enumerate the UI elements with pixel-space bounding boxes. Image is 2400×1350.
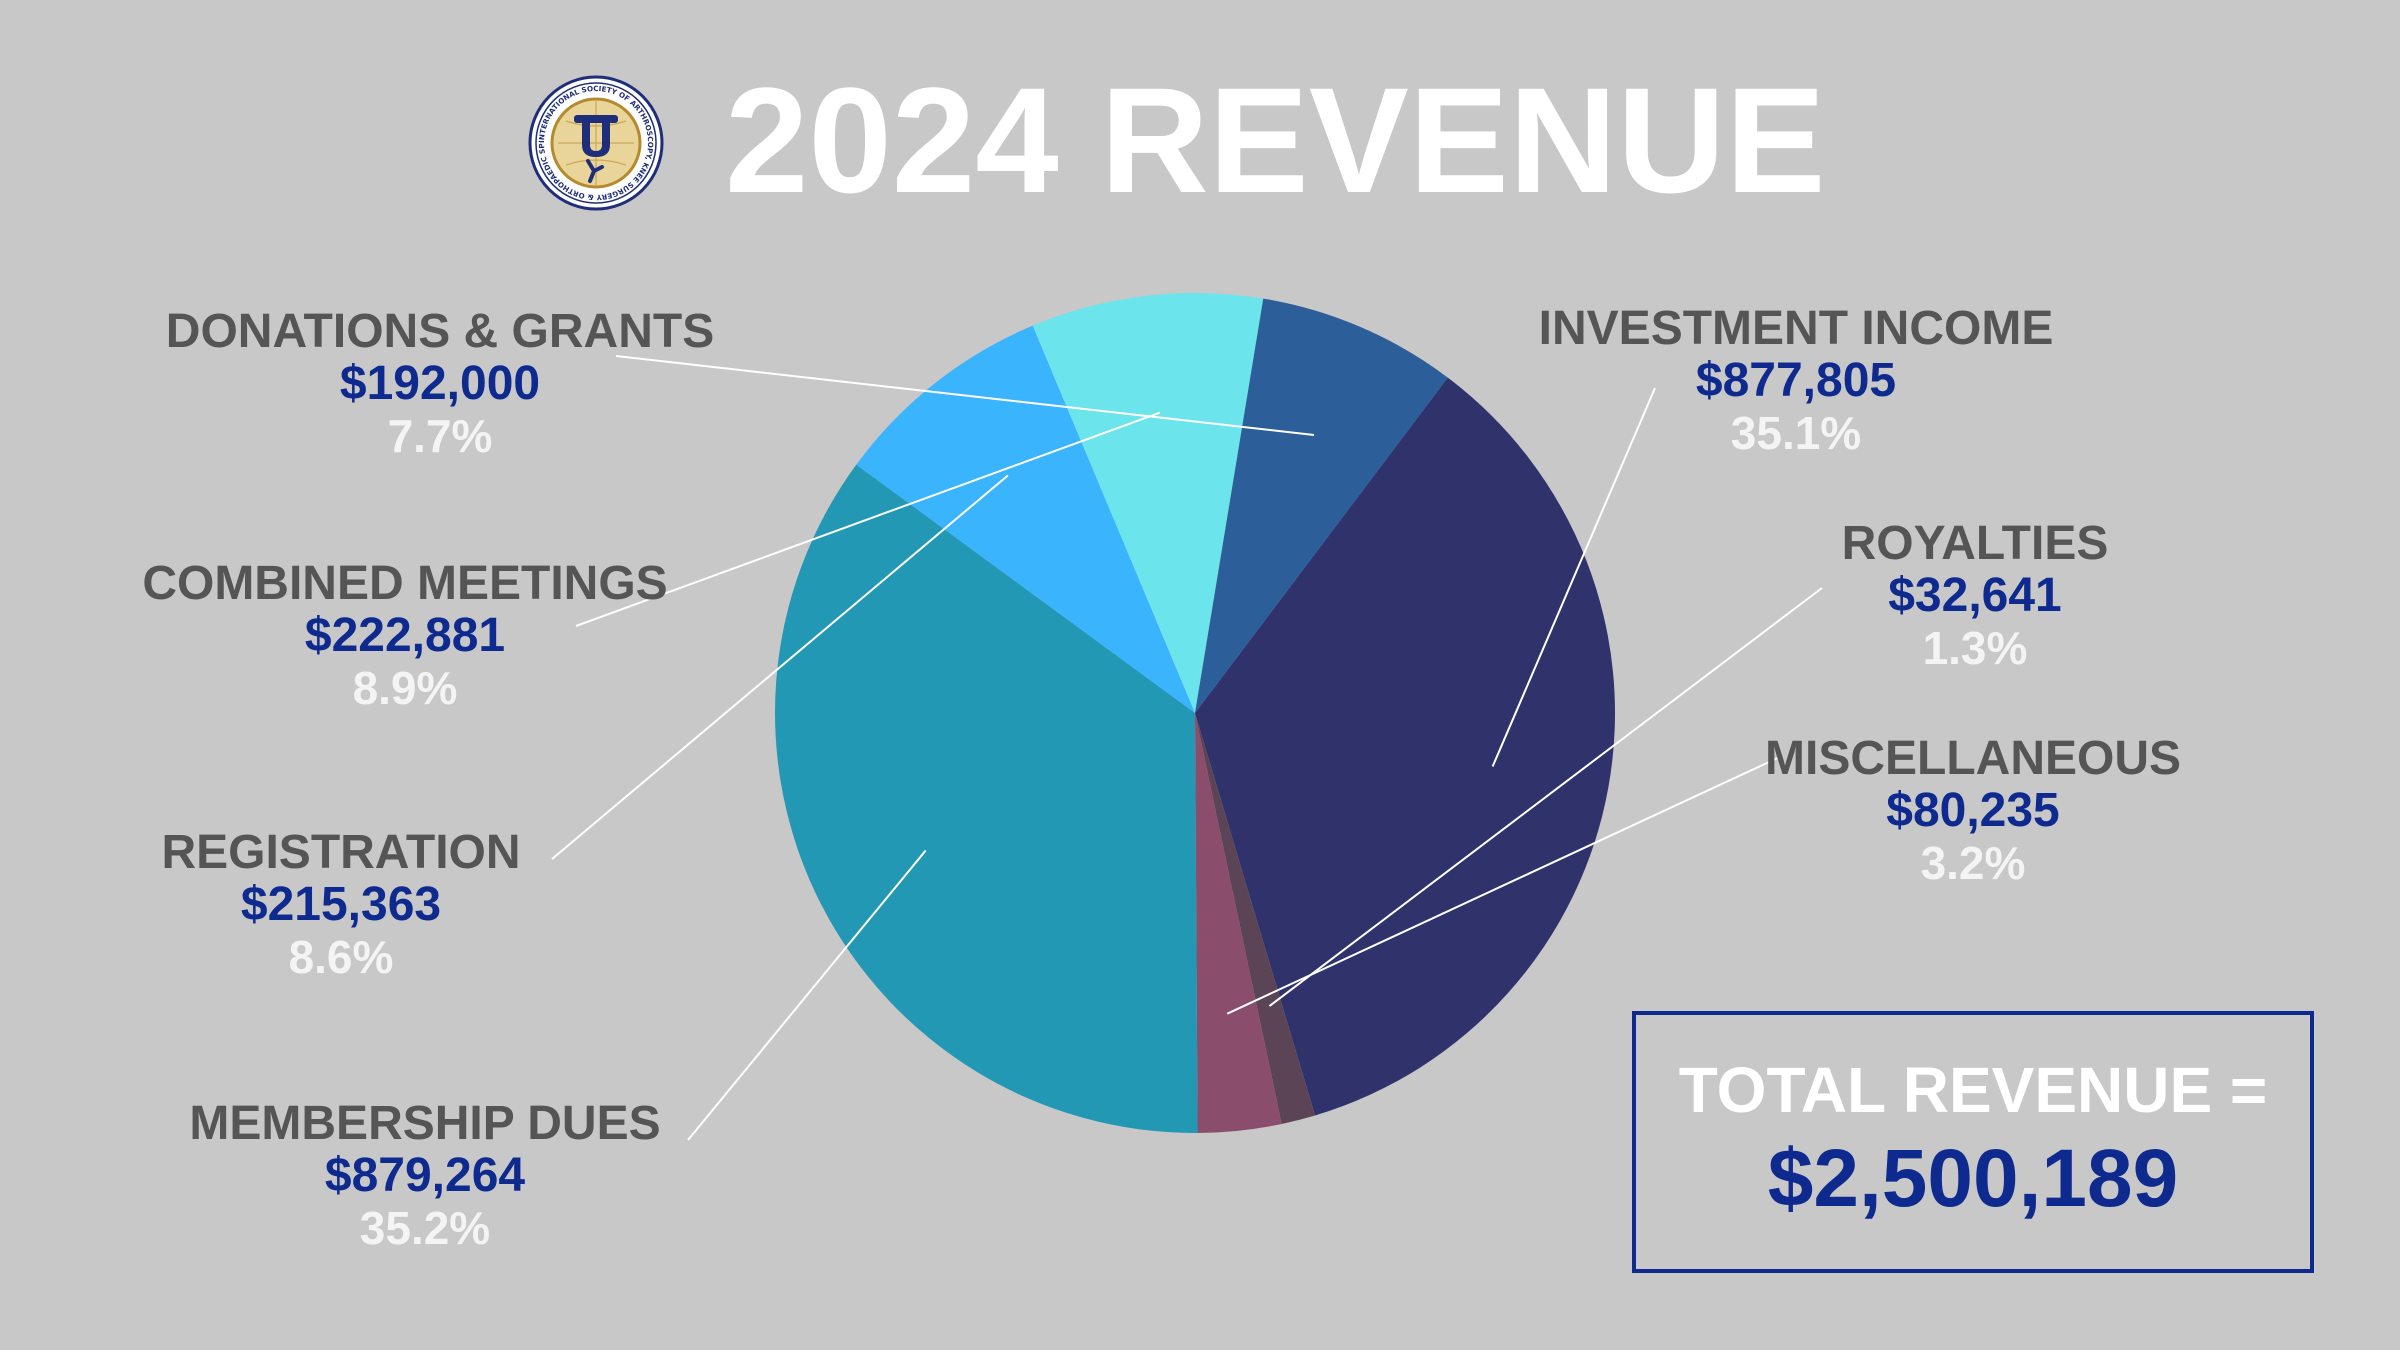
- slice-amount: $80,235: [1886, 784, 2060, 837]
- slice-name: ROYALTIES: [1841, 517, 2109, 570]
- slice-name: INVESTMENT INCOME: [1538, 302, 2054, 355]
- slice-percent: 35.2%: [359, 1202, 491, 1254]
- slice-name: COMBINED MEETINGS: [142, 557, 668, 610]
- slice-amount: $879,264: [324, 1149, 526, 1202]
- slice-percent: 8.9%: [352, 662, 458, 714]
- slice-amount: $877,805: [1695, 354, 1897, 407]
- pie-slice-donations-grants: [1195, 298, 1448, 713]
- slice-name: REGISTRATION: [161, 826, 521, 879]
- slice-amount: $192,000: [339, 357, 541, 410]
- leader-line: [575, 411, 1161, 627]
- page-title: 2024 REVENUE: [725, 56, 1826, 224]
- leader-line: [551, 474, 1009, 860]
- slice-label-royalties: ROYALTIES $32,641 1.3%: [1841, 517, 2109, 675]
- slice-name: DONATIONS & GRANTS: [165, 305, 715, 358]
- slice-label-combined-meetings: COMBINED MEETINGS $222,881 8.9%: [142, 557, 668, 715]
- total-revenue-value: $2,500,189: [1767, 1133, 2179, 1224]
- slice-percent: 3.2%: [1920, 837, 2026, 889]
- total-revenue-box: TOTAL REVENUE = $2,500,189: [1632, 1011, 2314, 1273]
- pie-slice-registration: [856, 325, 1195, 713]
- slice-label-miscellaneous: MISCELLANEOUS $80,235 3.2%: [1764, 732, 2182, 890]
- slice-name: MISCELLANEOUS: [1764, 732, 2182, 785]
- slice-label-investment-income: INVESTMENT INCOME $877,805 35.1%: [1538, 302, 2054, 460]
- pie-slice-miscellaneous: [1195, 713, 1282, 1133]
- pie-slice-investment-income: [1195, 377, 1615, 1116]
- total-revenue-label: TOTAL REVENUE =: [1678, 1054, 2268, 1126]
- slice-amount: $32,641: [1888, 569, 2062, 622]
- pie-slice-combined-meetings: [1032, 293, 1264, 713]
- slice-percent: 35.1%: [1730, 407, 1862, 459]
- pie-slice-royalties: [1195, 713, 1316, 1124]
- slice-amount: $215,363: [240, 878, 442, 931]
- slice-label-membership-dues: MEMBERSHIP DUES $879,264 35.2%: [189, 1097, 661, 1255]
- slice-percent: 8.6%: [288, 931, 394, 983]
- leader-line: [687, 849, 927, 1141]
- pie-slice-membership-dues: [774, 464, 1198, 1133]
- leader-line: [1268, 587, 1823, 1007]
- leader-line: [615, 355, 1315, 436]
- slice-label-registration: REGISTRATION $215,363 8.6%: [161, 826, 521, 984]
- slice-amount: $222,881: [304, 609, 506, 662]
- leader-line: [1491, 387, 1656, 767]
- slice-label-donations-grants: DONATIONS & GRANTS $192,000 7.7%: [165, 305, 715, 463]
- slice-percent: 1.3%: [1922, 622, 2028, 674]
- slice-percent: 7.7%: [387, 410, 493, 462]
- society-seal-logo: INTERNATIONAL SOCIETY OF ARTHROSCOPY, KN…: [528, 75, 664, 211]
- leader-line: [1226, 755, 1783, 1015]
- slice-name: MEMBERSHIP DUES: [189, 1097, 661, 1150]
